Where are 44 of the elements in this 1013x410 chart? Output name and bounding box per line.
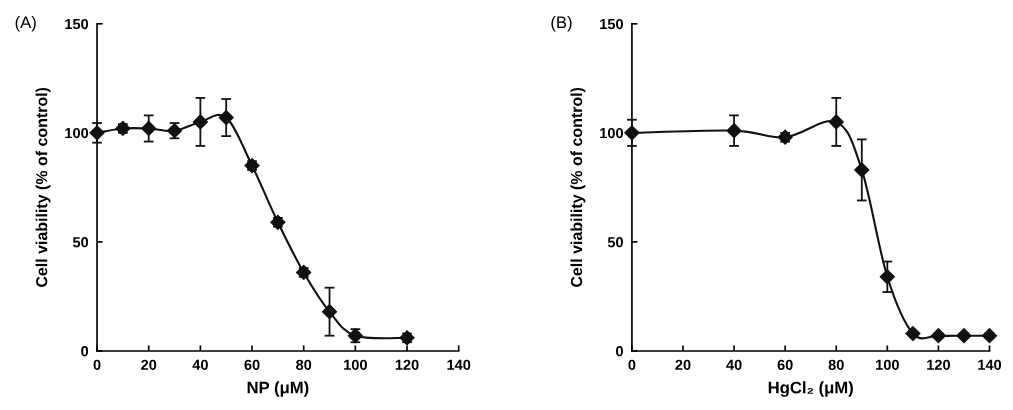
x-tick-label: 100	[344, 359, 367, 371]
chart-title: (A)	[15, 16, 36, 32]
x-tick-label: 80	[296, 359, 312, 371]
x-tick-label: 0	[628, 359, 636, 371]
point	[141, 120, 157, 137]
y-tick-label: 0	[616, 346, 623, 357]
x-tick-label: 60	[244, 359, 260, 371]
point	[726, 123, 742, 139]
y-tick-label: 100	[65, 127, 89, 139]
y-axis-title: Cell viability (% of control)	[35, 87, 51, 287]
x-tick-label: 80	[828, 359, 844, 371]
point	[828, 114, 844, 130]
x-tick-label: 140	[978, 359, 1002, 371]
x-tick-label: 40	[726, 359, 742, 371]
point	[981, 328, 998, 344]
y-tick-label: 150	[65, 18, 89, 30]
y-axis-title: Cell viability (% of control)	[570, 87, 586, 287]
x-tick-label: 20	[141, 359, 157, 371]
point	[879, 269, 895, 285]
point	[218, 110, 234, 126]
point	[89, 125, 105, 141]
point	[192, 114, 208, 130]
x-tick-label: 40	[192, 359, 208, 371]
y-tick-label: 50	[607, 237, 623, 248]
chart-title: (B)	[551, 16, 572, 32]
x-tick-label: 0	[93, 359, 101, 371]
x-tick-label: 140	[447, 359, 471, 371]
point	[905, 325, 921, 342]
y-tick-label: 100	[600, 127, 623, 139]
x-tick-label: 100	[876, 359, 899, 371]
y-tick-label: 0	[81, 346, 89, 357]
point	[930, 328, 946, 344]
x-tick-label: 120	[927, 359, 950, 371]
y-tick-label: 50	[72, 237, 89, 248]
point	[321, 304, 338, 320]
point	[956, 328, 972, 344]
x-axis-title: NP (μM)	[247, 381, 309, 397]
x-tick-label: 120	[395, 359, 419, 371]
point	[624, 125, 640, 141]
point	[854, 162, 870, 178]
x-axis-title: HgCl₂ (μM)	[768, 381, 853, 397]
y-tick-label: 150	[600, 18, 623, 30]
x-tick-label: 20	[675, 359, 691, 371]
x-tick-label: 60	[777, 359, 793, 371]
